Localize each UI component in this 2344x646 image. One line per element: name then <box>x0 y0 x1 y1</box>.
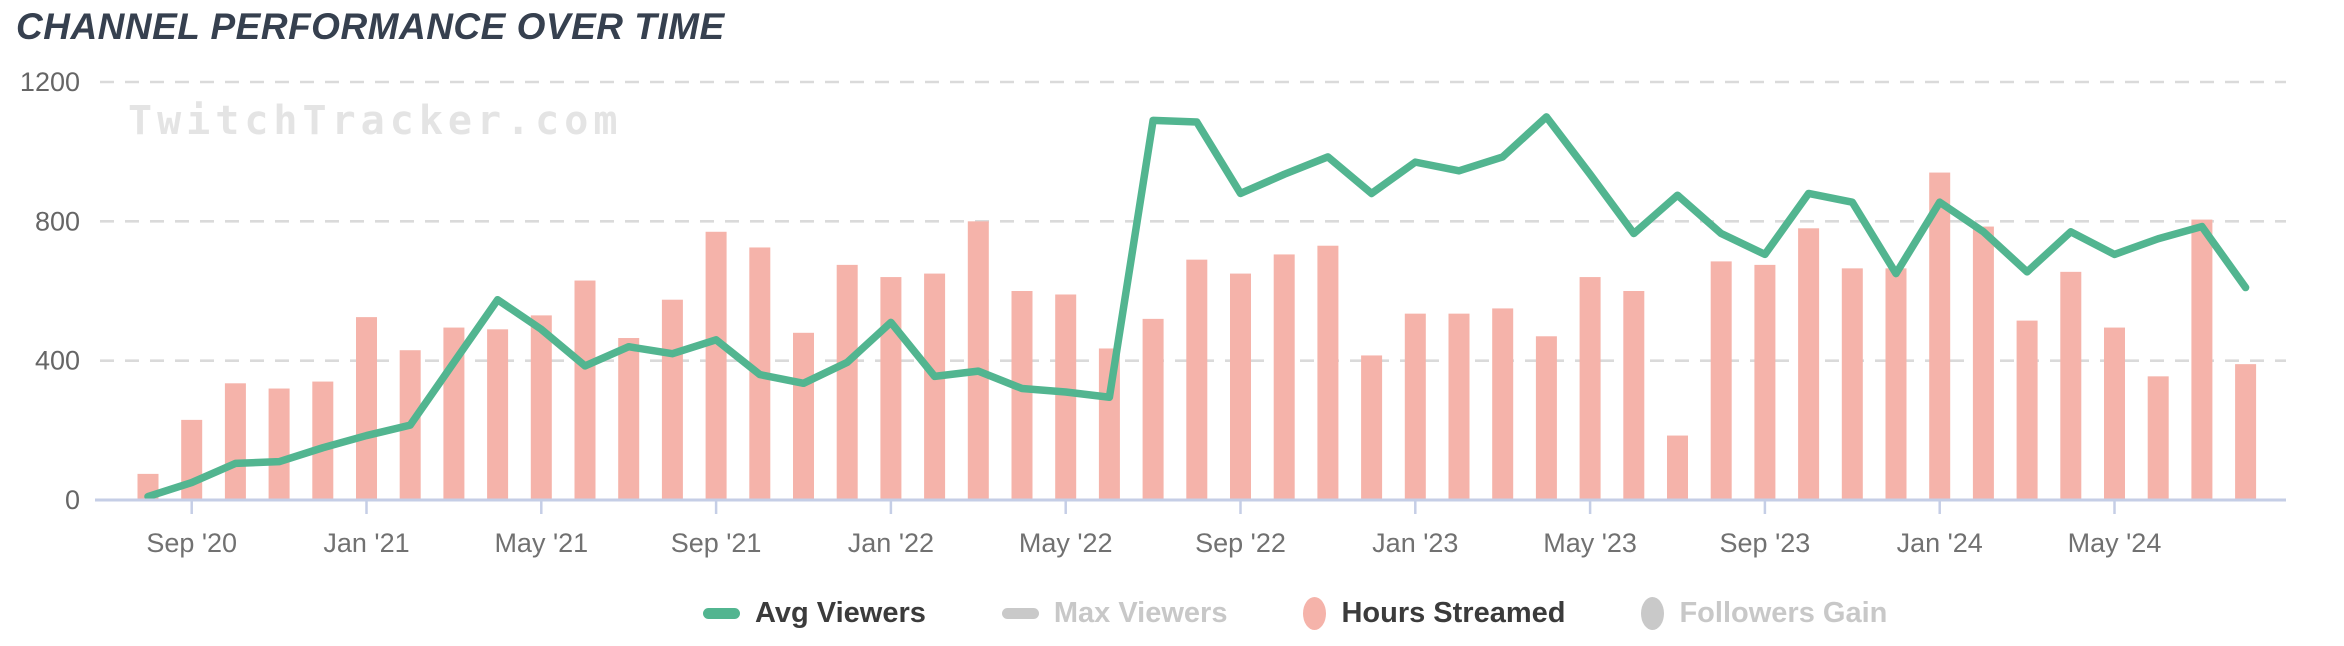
legend-item-max-viewers[interactable]: Max Viewers <box>1001 597 1228 630</box>
x-axis-label: Sep '20 <box>146 528 237 558</box>
x-axis-label: Jan '23 <box>1372 528 1458 558</box>
line-series-marker-icon <box>1001 608 1039 619</box>
x-axis-label: May '24 <box>2068 528 2162 558</box>
hours-streamed-bar[interactable] <box>2104 327 2125 500</box>
legend-item-followers-gain[interactable]: Followers Gain <box>1641 597 1887 630</box>
legend-item-hours-streamed[interactable]: Hours Streamed <box>1303 597 1565 630</box>
hours-streamed-bar[interactable] <box>1667 435 1688 500</box>
legend-label: Max Viewers <box>1053 597 1228 629</box>
hours-streamed-bar[interactable] <box>1273 254 1295 500</box>
legend-label: Hours Streamed <box>1341 597 1566 629</box>
hours-streamed-bar[interactable] <box>1448 313 1470 500</box>
line-series-marker-icon <box>703 608 740 619</box>
hours-streamed-bar[interactable] <box>924 273 946 500</box>
hours-streamed-bars <box>137 172 2257 501</box>
hours-streamed-bar[interactable] <box>1623 291 1645 500</box>
hours-streamed-bar[interactable] <box>1754 264 1776 500</box>
hours-streamed-bar[interactable] <box>2191 219 2213 500</box>
hours-streamed-bar[interactable] <box>1492 308 1514 500</box>
hours-streamed-bar[interactable] <box>661 299 683 500</box>
x-axis-labels: Sep '20 Jan '21 May '21 Sep '21 Jan '22 May '… <box>146 528 2161 558</box>
x-axis-label: Sep '21 <box>671 528 762 558</box>
y-axis-label: 400 <box>35 346 80 376</box>
hours-streamed-bar[interactable] <box>487 329 509 500</box>
hours-streamed-bar[interactable] <box>1317 245 1339 500</box>
hours-streamed-bar[interactable] <box>880 277 902 500</box>
hours-streamed-bar[interactable] <box>1230 273 1251 500</box>
avg-viewers-polyline[interactable] <box>144 113 2250 501</box>
hours-streamed-bar[interactable] <box>224 383 246 500</box>
y-axis-label: 1200 <box>20 67 80 97</box>
hours-streamed-bar[interactable] <box>530 315 552 500</box>
hours-streamed-bar[interactable] <box>1361 355 1383 500</box>
x-axis-label: Jan '24 <box>1897 528 1983 558</box>
hours-streamed-bar[interactable] <box>356 317 377 500</box>
hours-streamed-bar[interactable] <box>967 221 989 501</box>
hours-streamed-bar[interactable] <box>2060 271 2082 500</box>
hours-streamed-bar[interactable] <box>1404 313 1426 500</box>
hours-streamed-bar[interactable] <box>268 388 290 500</box>
hours-streamed-bar[interactable] <box>1186 259 1208 500</box>
y-axis-label: 0 <box>65 485 80 515</box>
x-axis-label: May '22 <box>1019 528 1113 558</box>
x-axis <box>95 498 2286 514</box>
hours-streamed-bar[interactable] <box>1579 277 1601 500</box>
twitchtracker-watermark: TwitchTracker.com <box>128 98 623 144</box>
avg-viewers-line <box>144 113 2250 501</box>
hours-streamed-bar[interactable] <box>2016 320 2038 500</box>
legend-item-avg-viewers[interactable]: Avg Viewers <box>703 597 926 630</box>
hours-streamed-bar[interactable] <box>1798 228 1820 501</box>
hours-streamed-bar[interactable] <box>574 280 596 500</box>
bar-series-marker-icon <box>1303 597 1327 630</box>
bar-series-marker-icon <box>1641 597 1665 630</box>
x-axis-label: Jan '21 <box>323 528 409 558</box>
hours-streamed-bar[interactable] <box>1710 261 1732 500</box>
x-axis-label: Jan '22 <box>848 528 934 558</box>
x-axis-label: May '21 <box>494 528 588 558</box>
x-axis-label: Sep '22 <box>1195 528 1286 558</box>
legend-label: Avg Viewers <box>755 597 926 629</box>
hours-streamed-bar[interactable] <box>1972 226 1994 500</box>
hours-streamed-bar[interactable] <box>1011 291 1033 500</box>
x-axis-label: May '23 <box>1543 528 1637 558</box>
hours-streamed-bar[interactable] <box>1535 336 1557 500</box>
hours-streamed-bar[interactable] <box>1142 318 1164 500</box>
hours-streamed-bar[interactable] <box>1885 268 1907 500</box>
hours-streamed-bar[interactable] <box>793 332 814 500</box>
hours-streamed-bar[interactable] <box>618 338 640 500</box>
y-axis-labels: 1200 800 400 0 <box>20 67 80 515</box>
legend: Avg Viewers Max Viewers Hours Streamed Foll… <box>703 597 1887 630</box>
legend-label: Followers Gain <box>1679 597 1888 629</box>
hours-streamed-bar[interactable] <box>1929 172 1951 501</box>
hours-streamed-bar[interactable] <box>1841 268 1863 500</box>
hours-streamed-bar[interactable] <box>2235 364 2257 500</box>
hours-streamed-bar[interactable] <box>1055 294 1077 500</box>
x-axis-label: Sep '23 <box>1720 528 1811 558</box>
hours-streamed-bar[interactable] <box>2147 376 2169 500</box>
hours-streamed-bar[interactable] <box>836 264 858 500</box>
y-axis-label: 800 <box>35 206 80 236</box>
page-title: CHANNEL PERFORMANCE OVER TIME <box>16 6 725 47</box>
hours-streamed-bar[interactable] <box>312 381 334 500</box>
hours-streamed-bar[interactable] <box>705 231 727 501</box>
